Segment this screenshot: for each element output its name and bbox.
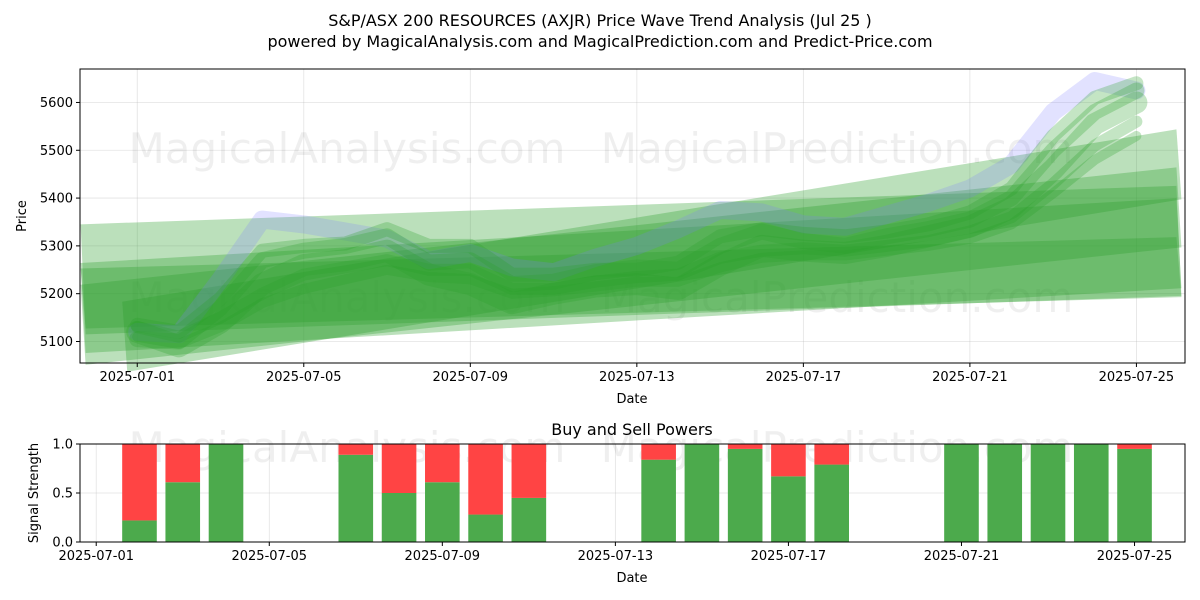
- price-trend-bands: [80, 129, 1182, 372]
- price-y-ticks: 5100 5200 5300 5400 5500 5600: [40, 96, 80, 350]
- wave-series-green: [126, 91, 1148, 358]
- x-tick-label: 2025-07-21: [924, 549, 1000, 564]
- wave-series-green: [132, 130, 1142, 349]
- watermark-text: MagicalAnalysis.com: [129, 273, 566, 322]
- buy-bar: [511, 497, 547, 542]
- trend-band: [80, 185, 1182, 335]
- x-tick-label: 2025-07-05: [231, 549, 307, 564]
- y-tick-label: 5200: [40, 287, 73, 302]
- buy-bar: [122, 520, 157, 542]
- sell-bar: [381, 444, 417, 493]
- price-watermarks: MagicalAnalysis.com MagicalPrediction.co…: [129, 124, 1074, 322]
- buy-bar: [727, 448, 763, 542]
- buy-bar: [1030, 444, 1066, 542]
- price-plot-frame: [79, 68, 1186, 364]
- trend-band: [80, 167, 1182, 365]
- trend-band: [80, 198, 1182, 354]
- y-tick-label: 5100: [40, 335, 73, 350]
- sell-bar: [511, 444, 547, 498]
- sell-bar: [727, 444, 763, 449]
- x-tick-label: 2025-07-01: [58, 549, 134, 564]
- y-tick-label: 5500: [40, 144, 73, 159]
- sell-bar: [122, 444, 157, 521]
- y-tick-label: 5600: [40, 96, 73, 111]
- buy-bar: [1073, 444, 1109, 542]
- sell-bar: [771, 444, 806, 477]
- y-tick-label: 0.5: [52, 487, 73, 502]
- x-tick-label: 2025-07-09: [405, 549, 481, 564]
- price-plot-area: [80, 69, 1185, 363]
- watermark-text: MagicalPrediction.com: [601, 124, 1074, 173]
- y-tick-label: 5400: [40, 192, 73, 207]
- signal-bars: [122, 444, 1152, 542]
- wave-series-green: [131, 115, 1143, 343]
- sell-bar: [814, 444, 849, 465]
- wave-series-blue: [128, 72, 1146, 344]
- y-tick-label: 1.0: [52, 438, 73, 453]
- signal-watermarks: MagicalAnalysis.com MagicalPrediction.co…: [129, 423, 1074, 472]
- price-panel: MagicalAnalysis.com MagicalPrediction.co…: [15, 68, 1186, 407]
- x-tick-label: 2025-07-01: [99, 370, 175, 385]
- x-tick-label: 2025-07-13: [578, 549, 654, 564]
- x-tick-label: 2025-07-17: [751, 549, 827, 564]
- signal-x-ticks: 2025-07-01 2025-07-05 2025-07-09 2025-07-13…: [58, 542, 1172, 564]
- buy-bar: [684, 444, 720, 542]
- buy-bar: [987, 444, 1023, 542]
- price-x-axis-label: Date: [616, 392, 647, 407]
- sell-bar: [641, 444, 676, 460]
- buy-bar: [771, 476, 806, 542]
- sell-bar: [165, 444, 201, 483]
- chart-title: S&P/ASX 200 RESOURCES (AXJR) Price Wave …: [328, 11, 872, 30]
- watermark-text: MagicalAnalysis.com: [129, 124, 566, 173]
- signal-y-axis-label: Signal Strength: [27, 443, 42, 543]
- x-tick-label: 2025-07-25: [1097, 549, 1173, 564]
- x-tick-label: 2025-07-21: [932, 370, 1008, 385]
- chart-subtitle: powered by MagicalAnalysis.com and Magic…: [267, 32, 932, 51]
- signal-title: Buy and Sell Powers: [551, 420, 713, 439]
- buy-bar: [468, 514, 503, 542]
- buy-bar: [641, 459, 676, 542]
- x-tick-label: 2025-07-09: [433, 370, 509, 385]
- buy-bar: [338, 454, 374, 542]
- wave-series-green: [130, 76, 1144, 339]
- x-tick-label: 2025-07-17: [766, 370, 842, 385]
- buy-bar: [381, 493, 417, 542]
- y-tick-label: 5300: [40, 239, 73, 254]
- x-tick-label: 2025-07-05: [266, 370, 342, 385]
- buy-bar: [425, 482, 460, 542]
- sell-bar: [468, 444, 503, 515]
- sell-bar: [425, 444, 460, 483]
- x-tick-label: 2025-07-13: [599, 370, 675, 385]
- buy-bar: [944, 444, 979, 542]
- sell-bar: [338, 444, 374, 455]
- wave-series-green: [129, 82, 1145, 350]
- sell-bar: [1117, 444, 1152, 449]
- buy-bar: [208, 444, 244, 542]
- y-tick-label: 0.0: [52, 536, 73, 551]
- price-x-ticks: 2025-07-01 2025-07-05 2025-07-09 2025-07-13…: [99, 363, 1174, 385]
- price-y-axis-label: Price: [15, 200, 30, 232]
- watermark-text: MagicalPrediction.com: [601, 273, 1074, 322]
- buy-bar: [814, 464, 849, 542]
- buy-bar: [1117, 448, 1152, 542]
- buy-bar: [165, 482, 201, 542]
- signal-y-ticks: 0.0 0.5 1.0: [52, 438, 80, 551]
- trend-band: [80, 237, 1182, 329]
- x-tick-label: 2025-07-25: [1099, 370, 1175, 385]
- trend-band: [122, 129, 1182, 372]
- signal-panel: Buy and Sell Powers MagicalAnalysis.com …: [27, 420, 1186, 586]
- price-grid: [80, 69, 1185, 363]
- price-wave-series: [126, 72, 1148, 358]
- signal-x-axis-label: Date: [616, 571, 647, 586]
